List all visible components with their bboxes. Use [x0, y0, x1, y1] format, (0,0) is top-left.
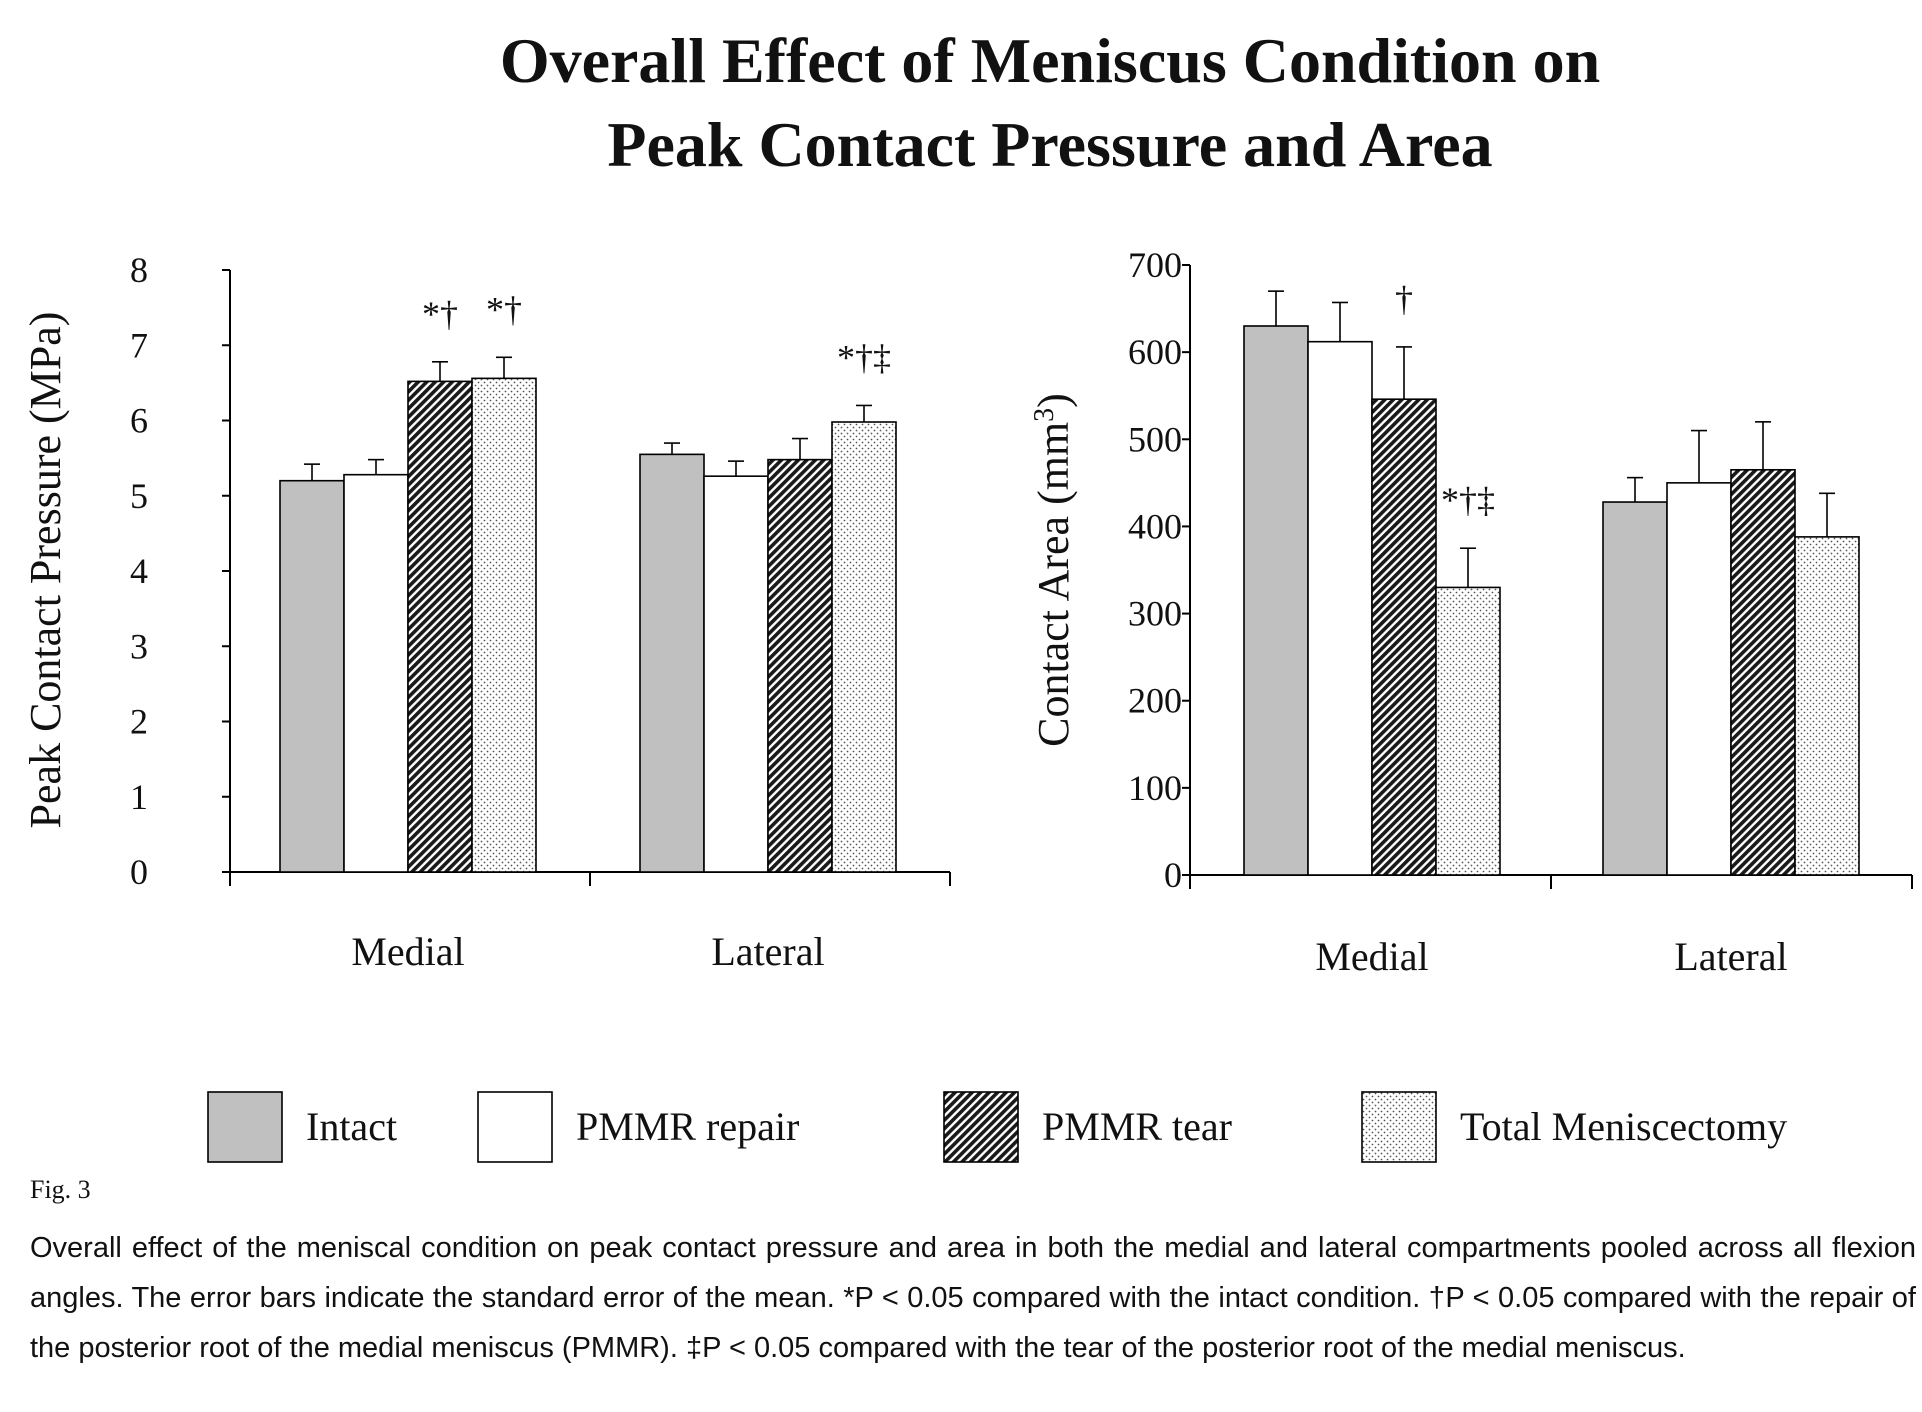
category-label: Lateral [1674, 934, 1787, 979]
y-tick-label: 2 [130, 702, 148, 742]
legend-swatch-pmmr-tear [943, 1091, 1019, 1163]
bar [471, 377, 537, 873]
legend-swatch-total-meniscectomy [1361, 1091, 1437, 1163]
y-tick-label: 700 [1128, 245, 1182, 285]
y-tick-label: 3 [130, 626, 148, 666]
bar [703, 475, 769, 873]
area-chart: 0 100 200 300 400 500 600 700 Contact Area (mm3)… [1029, 245, 1913, 979]
legend: Intact PMMR repair PMMR tear Total Meniscec… [207, 1091, 1787, 1163]
bar [1371, 398, 1437, 876]
significance-marker: *†‡ [837, 337, 891, 377]
figure-title-line-2: Peak Contact Pressure and Area [607, 109, 1492, 180]
significance-marker: *† [422, 294, 458, 334]
y-tick-label: 100 [1128, 768, 1182, 808]
bar [279, 479, 345, 873]
y-tick-label: 8 [130, 250, 148, 290]
figure-title: Overall Effect of Meniscus Condition on … [500, 25, 1600, 180]
pressure-chart: 0 1 2 3 4 5 6 7 8 Peak Contact Pressure (MPa) Medi… [21, 250, 951, 974]
bar [767, 458, 833, 873]
significance-marker: † [1395, 279, 1413, 319]
legend-label-pmmr-tear: PMMR tear [1042, 1104, 1232, 1149]
y-tick-label: 6 [130, 401, 148, 441]
y-tick-label: 5 [130, 476, 148, 516]
legend-label-intact: Intact [306, 1104, 397, 1149]
bar [343, 473, 409, 873]
bar [831, 421, 897, 873]
category-label: Medial [1315, 934, 1428, 979]
category-label: Lateral [711, 929, 824, 974]
y-tick-label: 200 [1128, 681, 1182, 721]
y-axis-title: Contact Area (mm3) [1029, 393, 1079, 747]
y-tick-label: 7 [130, 325, 148, 365]
y-tick-label: 0 [130, 852, 148, 892]
significance-marker: *†‡ [1441, 480, 1495, 520]
legend-swatch-intact [207, 1091, 283, 1163]
bar [1243, 325, 1309, 876]
legend-label-pmmr-repair: PMMR repair [576, 1104, 799, 1149]
figure-caption: Overall effect of the meniscal condition… [30, 1232, 1916, 1364]
y-tick-label: 300 [1128, 594, 1182, 634]
figure-title-line-1: Overall Effect of Meniscus Condition on [500, 25, 1600, 96]
y-tick-label: 1 [130, 777, 148, 817]
y-tick-label: 600 [1128, 332, 1182, 372]
bar [1730, 468, 1796, 876]
legend-swatch-pmmr-repair [477, 1091, 553, 1163]
figure-caption-block: Fig. 3 Overall effect of the meniscal co… [30, 1175, 1916, 1373]
category-label: Medial [351, 929, 464, 974]
y-tick-label: 400 [1128, 506, 1182, 546]
bar [407, 380, 473, 873]
y-tick-label: 0 [1164, 855, 1182, 895]
significance-marker: *† [486, 289, 522, 329]
bar [1307, 340, 1373, 876]
y-tick-label: 500 [1128, 419, 1182, 459]
y-axis-title: Peak Contact Pressure (MPa) [21, 312, 70, 829]
bar [1666, 482, 1732, 876]
y-tick-label: 4 [130, 551, 148, 591]
figure-label: Fig. 3 [30, 1175, 91, 1204]
bar [1794, 536, 1860, 876]
bar [639, 453, 705, 873]
legend-label-total-meniscectomy: Total Meniscectomy [1460, 1104, 1787, 1149]
bar [1435, 586, 1501, 876]
bar [1602, 501, 1668, 876]
